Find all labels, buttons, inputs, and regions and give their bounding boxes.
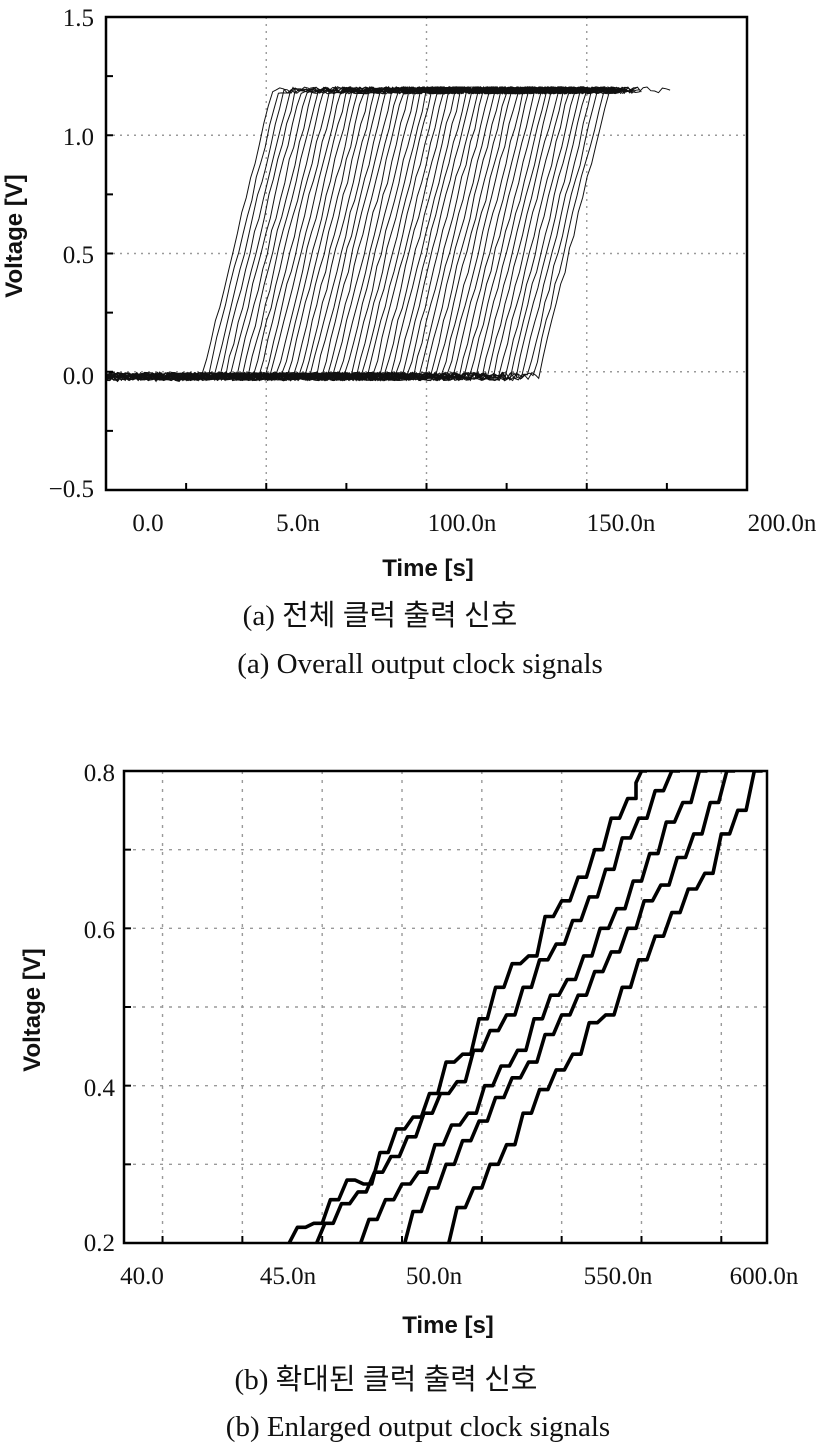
- a-x-tick-label: 0.0: [132, 510, 163, 537]
- b-waveform-series-2: [315, 772, 680, 1242]
- a-x-tick-label: 150.0n: [587, 510, 656, 537]
- panel-b-waveforms: [287, 772, 763, 1242]
- a-waveform-trace: [336, 86, 636, 382]
- b-y-tick-label: 0.2: [84, 1230, 115, 1257]
- b-x-tick-label: 600.0n: [730, 1263, 799, 1290]
- a-waveform-trace: [335, 86, 627, 382]
- a-waveform-trace: [404, 86, 671, 382]
- b-waveform-series-4: [403, 772, 736, 1242]
- b-y-tick-label: 0.8: [84, 760, 115, 787]
- panel-b-tick-marks: [124, 770, 723, 1243]
- b-x-tick-label: 550.0n: [584, 1263, 653, 1290]
- a-waveform-trace: [329, 86, 640, 382]
- a-y-tick-label: −0.5: [49, 476, 94, 503]
- a-waveform-trace: [126, 86, 568, 382]
- panel-a-grid: [106, 17, 747, 490]
- panel-b-x-tick-labels: 40.0 45.0n 50.0n 550.0n 600.0n: [120, 1263, 799, 1290]
- panel-b-frame: [122, 769, 769, 1245]
- b-waveform-series-1: [287, 772, 647, 1242]
- a-waveform-trace: [107, 86, 563, 381]
- b-x-tick-label: 50.0n: [406, 1263, 463, 1290]
- a-waveform-trace: [264, 86, 611, 382]
- a-waveform-trace: [286, 86, 609, 382]
- b-x-tick-label: 40.0: [120, 1263, 164, 1290]
- a-y-tick-label: 1.0: [63, 124, 94, 151]
- b-waveform-series-3: [359, 772, 708, 1242]
- b-caption-english: (b) Enlarged output clock signals: [226, 1411, 610, 1443]
- panel-a-overall: 0.0 5.0n 100.0n 150.0n 200.0n 1.5 1.0 0.…: [1, 5, 817, 680]
- b-x-axis-label: Time [s]: [402, 1312, 494, 1339]
- a-y-tick-label: 1.5: [63, 5, 94, 32]
- a-x-tick-label: 200.0n: [748, 510, 817, 537]
- a-y-axis-label: Voltage [V]: [1, 174, 28, 298]
- a-x-tick-label: 100.0n: [428, 510, 497, 537]
- a-waveform-trace: [296, 86, 622, 382]
- panel-a-tick-marks: [106, 75, 668, 490]
- a-caption-korean: (a) 전체 클럭 출력 신호: [243, 599, 518, 632]
- panel-a-x-tick-labels: 0.0 5.0n 100.0n 150.0n 200.0n: [132, 510, 817, 537]
- a-y-tick-label: 0.5: [63, 242, 94, 269]
- a-caption-english: (a) Overall output clock signals: [237, 648, 603, 680]
- a-waveform-trace: [178, 86, 596, 382]
- a-y-tick-label: 0.0: [63, 363, 94, 390]
- b-y-axis-label: Voltage [V]: [19, 948, 46, 1072]
- a-waveform-baseline: [107, 371, 207, 383]
- a-waveform-trace: [344, 86, 642, 382]
- a-x-tick-label: 5.0n: [276, 510, 320, 537]
- a-waveform-trace: [132, 86, 577, 382]
- b-waveform-series-5: [447, 772, 763, 1242]
- a-waveform-trace: [180, 86, 583, 381]
- panel-b-grid: [124, 771, 767, 1243]
- panel-b-enlarged: 40.0 45.0n 50.0n 550.0n 600.0n 0.8 0.6 0…: [19, 760, 799, 1443]
- panel-b-y-tick-labels: 0.8 0.6 0.4 0.2: [84, 760, 116, 1257]
- b-caption-korean: (b) 확대된 클럭 출력 신호: [235, 1363, 538, 1396]
- a-x-axis-label: Time [s]: [382, 555, 474, 582]
- b-x-tick-label: 45.0n: [260, 1263, 317, 1290]
- b-y-tick-label: 0.4: [84, 1075, 116, 1102]
- a-waveform-trace: [107, 86, 572, 382]
- b-y-tick-label: 0.6: [84, 917, 115, 944]
- panel-a-y-tick-labels: 1.5 1.0 0.5 0.0 −0.5: [49, 5, 94, 503]
- panel-a-waveforms: [107, 85, 671, 383]
- a-waveform-trace: [107, 86, 555, 382]
